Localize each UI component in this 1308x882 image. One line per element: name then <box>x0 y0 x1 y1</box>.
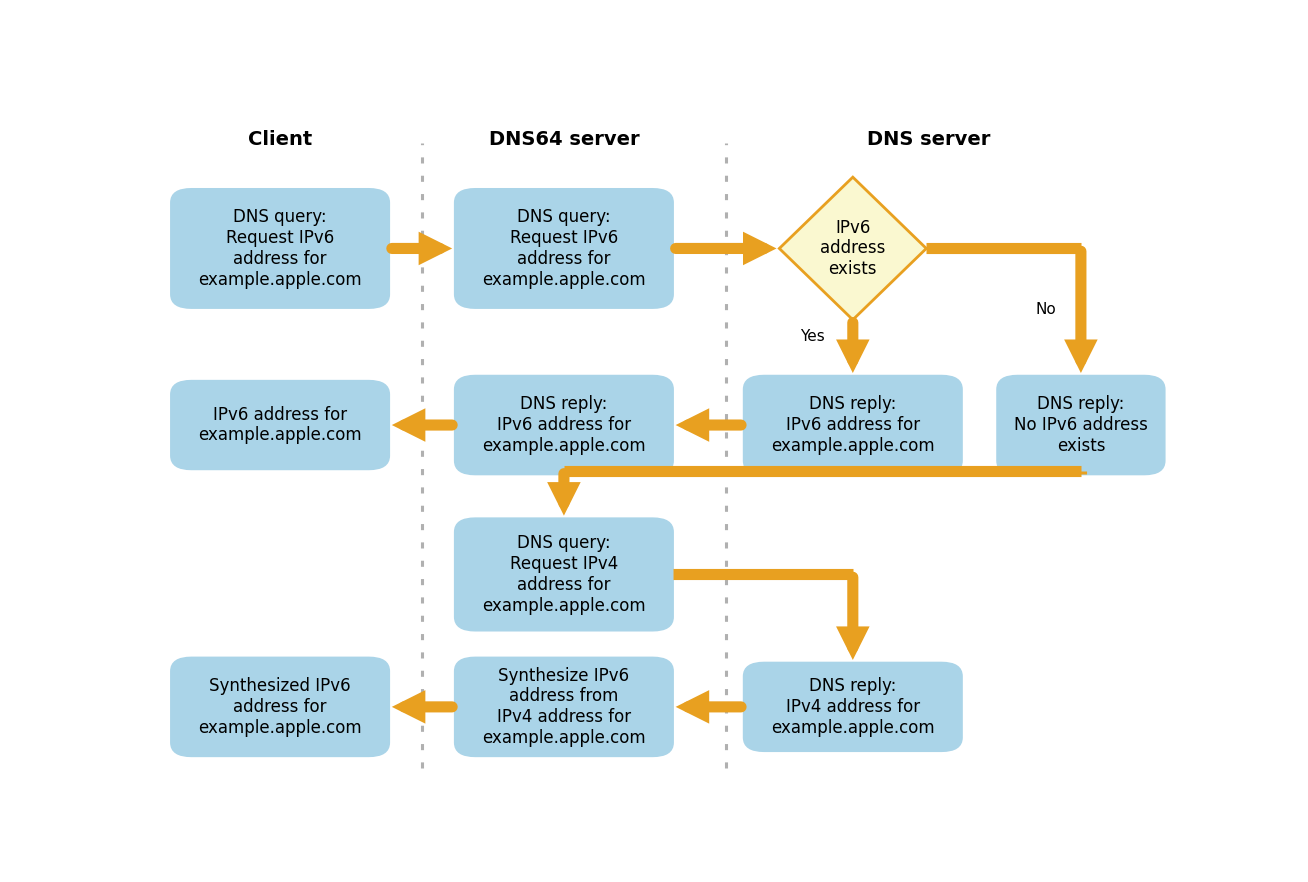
Text: Yes: Yes <box>800 329 824 344</box>
Text: DNS query:
Request IPv6
address for
example.apple.com: DNS query: Request IPv6 address for exam… <box>483 208 646 288</box>
FancyBboxPatch shape <box>455 658 672 756</box>
FancyBboxPatch shape <box>171 189 388 308</box>
FancyBboxPatch shape <box>455 189 672 308</box>
Text: IPv6 address for
example.apple.com: IPv6 address for example.apple.com <box>199 406 362 445</box>
FancyBboxPatch shape <box>171 381 388 469</box>
Text: DNS reply:
IPv4 address for
example.apple.com: DNS reply: IPv4 address for example.appl… <box>770 677 935 736</box>
Text: DNS server: DNS server <box>867 130 990 148</box>
Text: IPv6
address
exists: IPv6 address exists <box>820 219 886 278</box>
FancyBboxPatch shape <box>744 662 961 751</box>
Text: DNS query:
Request IPv4
address for
example.apple.com: DNS query: Request IPv4 address for exam… <box>483 534 646 615</box>
Text: Synthesized IPv6
address for
example.apple.com: Synthesized IPv6 address for example.app… <box>199 677 362 736</box>
Text: DNS query:
Request IPv6
address for
example.apple.com: DNS query: Request IPv6 address for exam… <box>199 208 362 288</box>
Text: Client: Client <box>249 130 313 148</box>
FancyBboxPatch shape <box>997 376 1164 475</box>
Text: DNS reply:
IPv6 address for
example.apple.com: DNS reply: IPv6 address for example.appl… <box>770 395 935 455</box>
Text: Synthesize IPv6
address from
IPv4 address for
example.apple.com: Synthesize IPv6 address from IPv4 addres… <box>483 667 646 747</box>
Text: DNS64 server: DNS64 server <box>489 130 640 148</box>
FancyBboxPatch shape <box>455 376 672 475</box>
Text: No: No <box>1035 302 1056 318</box>
FancyBboxPatch shape <box>455 519 672 631</box>
FancyBboxPatch shape <box>744 376 961 475</box>
Polygon shape <box>780 177 926 320</box>
Text: DNS reply:
IPv6 address for
example.apple.com: DNS reply: IPv6 address for example.appl… <box>483 395 646 455</box>
FancyBboxPatch shape <box>171 658 388 756</box>
Text: DNS reply:
No IPv6 address
exists: DNS reply: No IPv6 address exists <box>1014 395 1148 455</box>
